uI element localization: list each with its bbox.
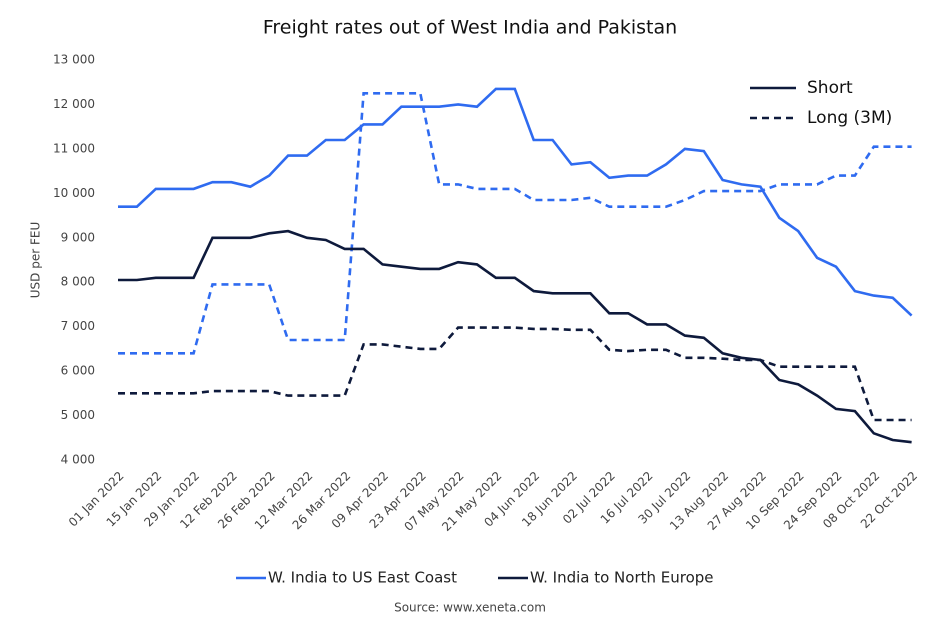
legend-label: Short [807,78,853,98]
y-tick-label: 9 000 [61,230,95,244]
y-tick-label: 6 000 [61,364,95,378]
series-line [118,92,912,355]
y-tick-label: 12 000 [53,97,95,111]
y-tick-label: 4 000 [61,453,95,467]
y-tick-label: 7 000 [61,319,95,333]
y-tick-label: 13 000 [53,53,95,67]
y-tick-label: 5 000 [61,408,95,422]
chart-title: Freight rates out of West India and Paki… [263,17,677,39]
y-tick-label: 8 000 [61,275,95,289]
legend-label: W. India to US East Coast [268,569,457,587]
source: Source: www.xeneta.com [394,601,546,615]
series-line [118,229,912,444]
y-tick-label: 10 000 [53,186,95,200]
y-axis-label: USD per FEU [29,222,43,298]
y-tick-label: 11 000 [53,141,95,155]
legend-label: W. India to North Europe [530,569,714,587]
series-line [118,326,912,422]
legend-label: Long (3M) [807,108,892,128]
series-line [118,87,913,317]
